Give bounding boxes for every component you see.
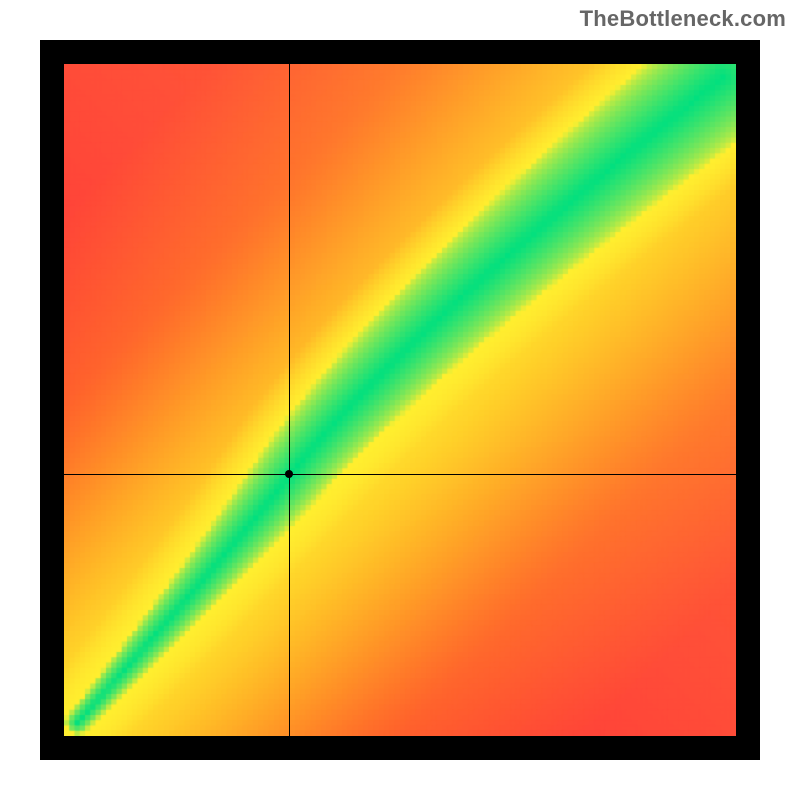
chart-frame (40, 40, 760, 760)
root-container: TheBottleneck.com (0, 0, 800, 800)
watermark-text: TheBottleneck.com (580, 6, 786, 32)
crosshair-horizontal (40, 474, 760, 475)
heatmap-canvas (64, 64, 736, 736)
marker-dot (285, 470, 293, 478)
crosshair-vertical (289, 40, 290, 760)
